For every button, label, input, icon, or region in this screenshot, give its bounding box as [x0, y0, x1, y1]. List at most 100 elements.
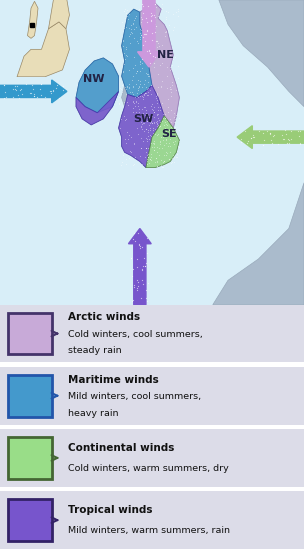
- Point: [176, 7, 181, 15]
- Point: [148, 16, 153, 25]
- Point: [152, 59, 157, 68]
- Point: [133, 237, 138, 245]
- Point: [121, 150, 126, 159]
- Text: Mild winters, warm summers, rain: Mild winters, warm summers, rain: [68, 526, 230, 535]
- Point: [146, 83, 151, 92]
- Point: [170, 61, 174, 70]
- Point: [140, 63, 145, 72]
- Point: [168, 148, 173, 156]
- Point: [123, 51, 128, 59]
- Point: [156, 39, 161, 48]
- Point: [163, 114, 168, 122]
- Point: [118, 114, 123, 123]
- Point: [154, 116, 159, 125]
- Point: [138, 92, 143, 100]
- Point: [161, 133, 165, 142]
- Point: [154, 21, 158, 30]
- Point: [289, 127, 294, 136]
- Point: [157, 118, 162, 127]
- Point: [159, 41, 164, 50]
- Point: [150, 106, 155, 115]
- Text: SE: SE: [161, 129, 177, 139]
- Point: [144, 108, 149, 117]
- Point: [136, 108, 141, 116]
- Point: [147, 135, 152, 144]
- Point: [142, 30, 147, 39]
- Point: [168, 51, 173, 59]
- FancyArrow shape: [138, 0, 161, 67]
- Point: [159, 99, 164, 108]
- Point: [130, 19, 135, 28]
- Point: [140, 137, 145, 145]
- Point: [257, 127, 261, 136]
- Point: [143, 89, 148, 98]
- Point: [155, 106, 160, 115]
- Point: [149, 153, 154, 161]
- Point: [55, 81, 60, 89]
- Point: [152, 145, 157, 154]
- Point: [18, 86, 22, 94]
- Text: SW: SW: [133, 114, 153, 124]
- Point: [121, 36, 126, 44]
- Point: [162, 110, 167, 119]
- Point: [129, 253, 134, 262]
- Point: [167, 142, 172, 151]
- Point: [129, 271, 134, 280]
- Point: [148, 123, 153, 132]
- Point: [138, 77, 143, 86]
- Point: [144, 249, 149, 258]
- Point: [147, 72, 151, 81]
- Point: [139, 18, 143, 27]
- Point: [144, 113, 149, 121]
- Point: [143, 111, 147, 120]
- Point: [155, 120, 160, 129]
- Point: [155, 162, 160, 171]
- Point: [141, 279, 146, 288]
- Point: [152, 102, 157, 111]
- Point: [171, 108, 176, 117]
- Bar: [8, 499, 52, 541]
- Point: [134, 97, 139, 105]
- Point: [239, 134, 244, 143]
- Point: [135, 85, 140, 94]
- Point: [132, 14, 137, 23]
- Point: [280, 135, 285, 144]
- Point: [140, 30, 145, 39]
- Point: [140, 276, 145, 284]
- Point: [163, 119, 168, 128]
- Point: [54, 83, 58, 92]
- Point: [154, 143, 159, 152]
- Point: [140, 83, 145, 92]
- Point: [155, 99, 160, 108]
- Point: [139, 59, 144, 68]
- Point: [152, 13, 157, 21]
- Point: [131, 283, 136, 292]
- Point: [139, 122, 143, 131]
- Point: [129, 75, 134, 84]
- Point: [160, 77, 164, 86]
- Point: [129, 148, 134, 157]
- Point: [144, 124, 149, 133]
- Point: [138, 122, 143, 131]
- Point: [261, 136, 266, 144]
- Point: [131, 265, 136, 273]
- Point: [143, 144, 148, 153]
- Point: [143, 14, 148, 23]
- Point: [48, 87, 53, 96]
- Point: [177, 125, 181, 134]
- Point: [146, 33, 151, 42]
- Point: [174, 153, 178, 161]
- Point: [139, 13, 143, 21]
- Point: [170, 158, 174, 167]
- Point: [149, 10, 154, 19]
- Point: [129, 254, 133, 262]
- Point: [158, 140, 163, 149]
- Point: [140, 242, 144, 251]
- Point: [156, 110, 161, 119]
- Point: [135, 276, 140, 285]
- Point: [131, 159, 136, 168]
- Point: [137, 32, 142, 41]
- Point: [159, 4, 164, 13]
- Point: [295, 127, 300, 136]
- Point: [145, 78, 150, 87]
